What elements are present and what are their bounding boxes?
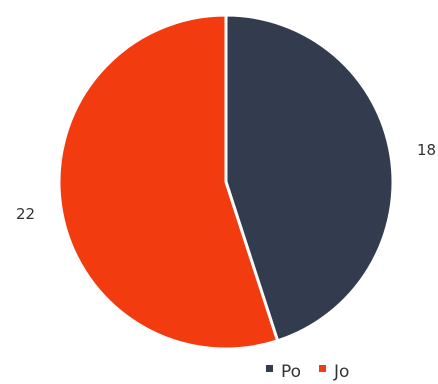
- legend-item-po: Po: [266, 362, 301, 382]
- pie-slices: [57, 13, 395, 351]
- legend-swatch-jo: [319, 365, 326, 372]
- legend-label-po: Po: [281, 362, 301, 382]
- legend-label-jo: Jo: [333, 362, 349, 382]
- pie-slice-po: [224, 13, 395, 343]
- data-label-po: 18: [417, 141, 436, 159]
- pie-slice-jo: [57, 13, 280, 351]
- legend-item-jo: Jo: [319, 362, 349, 382]
- legend-swatch-po: [266, 365, 273, 372]
- legend: Po Jo: [266, 362, 349, 382]
- data-label-jo: 22: [16, 205, 35, 223]
